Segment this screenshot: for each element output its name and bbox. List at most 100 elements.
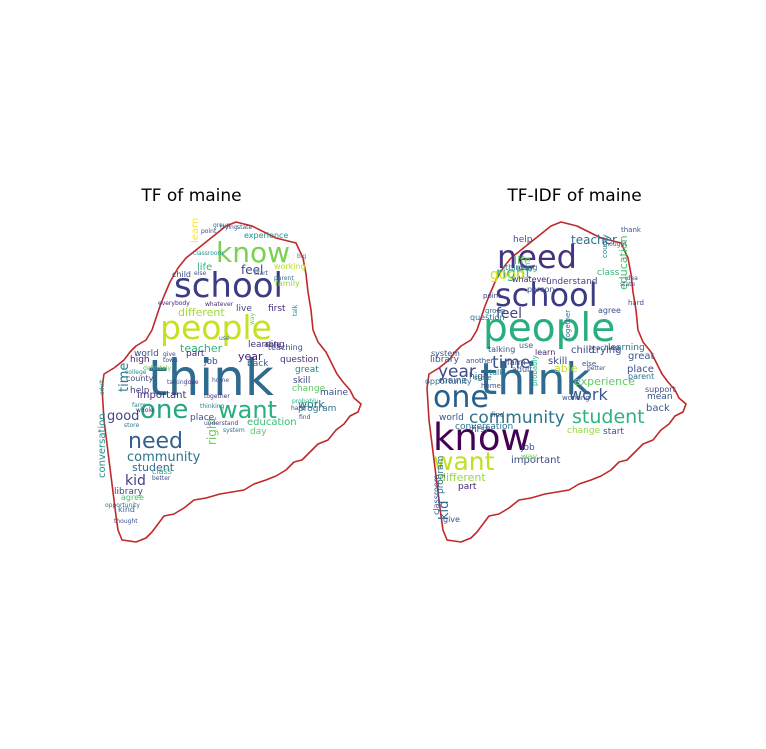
cloud-word: need [497, 238, 577, 276]
cloud-word: another [466, 357, 493, 365]
cloud-word: start [254, 270, 269, 277]
cloud-word: farm [507, 358, 526, 367]
cloud-word: student [572, 406, 645, 428]
cloud-word: trying [592, 345, 621, 356]
cloud-word: understand [546, 277, 598, 287]
cloud-word: working [274, 262, 306, 271]
cloud-word: together [204, 393, 230, 400]
cloud-word: classroom [193, 250, 224, 257]
cloud-word: able [554, 362, 578, 375]
cloud-word: classroom [432, 474, 441, 515]
cloud-word: thought [603, 241, 627, 248]
cloud-word: day [519, 263, 534, 272]
cloud-word: skill [548, 356, 567, 367]
tfidf-panel: TF-IDF of maine think people school need kno… [383, 0, 766, 749]
cloud-word: opportunity [425, 377, 472, 386]
cloud-word: family [275, 279, 300, 288]
cloud-word: library [430, 355, 460, 365]
cloud-word: work [569, 385, 608, 404]
cloud-word: working [562, 394, 590, 402]
cloud-word: people [160, 308, 272, 347]
cloud-word: time [117, 363, 132, 392]
cloud-word: agree [121, 493, 144, 502]
cloud-word: education [247, 417, 297, 428]
cloud-word: learn [190, 218, 201, 243]
cloud-word: world [134, 349, 159, 359]
cloud-word: conversation [97, 413, 108, 478]
cloud-word: day [250, 427, 267, 437]
cloud-word: time [492, 353, 530, 373]
cloud-word: live [236, 304, 252, 314]
cloud-word: agree [598, 306, 621, 315]
cloud-word: give [163, 351, 176, 358]
tfidf-panel-title: TF-IDF of maine [507, 186, 642, 206]
cloud-word: way [521, 452, 537, 461]
cloud-word: town [163, 357, 178, 364]
cloud-word: community [469, 408, 565, 428]
cloud-word: home [481, 382, 501, 390]
cloud-word: maine [320, 388, 348, 398]
cloud-word: teacher [180, 342, 223, 355]
cloud-word: big [297, 253, 306, 260]
cloud-word: store [124, 422, 139, 429]
cloud-word: help [513, 235, 533, 245]
cloud-word: find [491, 411, 504, 419]
tf-panel-title: TF of maine [141, 186, 242, 206]
cloud-word: county [126, 374, 154, 383]
cloud-word: learning [608, 343, 645, 353]
cloud-word: know [433, 416, 531, 459]
cloud-word: store [474, 374, 492, 382]
cloud-word: good [107, 409, 139, 424]
cloud-word: year [238, 350, 263, 363]
cloud-word: parent [628, 372, 654, 381]
cloud-word: whatever [512, 275, 550, 284]
cloud-word: parent [274, 275, 294, 282]
cloud-word: community [127, 450, 201, 465]
cloud-word: thinking [505, 263, 538, 272]
cloud-word: adult [99, 379, 106, 395]
cloud-word: change [567, 426, 601, 436]
cloud-word: important [511, 455, 560, 466]
cloud-word: year [438, 362, 476, 382]
cloud-word: find [299, 414, 311, 421]
cloud-word: back [247, 359, 269, 369]
cloud-word: learning [248, 340, 285, 350]
cloud-word: college [125, 369, 147, 376]
cloud-word: program [298, 404, 336, 414]
cloud-word: one [433, 380, 489, 415]
cloud-word: part [458, 482, 477, 492]
cloud-word: feel [496, 306, 522, 322]
cloud-word: definitely [143, 365, 171, 372]
maine-outline [426, 221, 687, 543]
cloud-word: kind [118, 505, 135, 514]
cloud-word: first [471, 425, 489, 435]
cloud-word: system [431, 349, 460, 358]
cloud-word: better [587, 365, 606, 372]
cloud-word: one [140, 395, 188, 425]
cloud-word: people [483, 306, 615, 351]
cloud-word: talk [489, 368, 504, 377]
cloud-word: thought [114, 518, 138, 525]
cloud-word: world [439, 413, 464, 423]
cloud-word: high [130, 355, 150, 365]
cloud-word: library [114, 487, 144, 497]
cloud-word: high [469, 372, 489, 382]
cloud-word: different [178, 306, 225, 319]
cloud-word: class [597, 268, 620, 278]
cloud-word: help [130, 386, 150, 396]
cloud-word: think [480, 354, 591, 405]
cloud-word: school [174, 266, 283, 306]
cloud-word: way [249, 312, 256, 325]
cloud-word: hard [291, 405, 305, 412]
cloud-word: teacher [571, 233, 617, 247]
cloud-word: know [216, 236, 290, 269]
cloud-word: talking [167, 379, 188, 386]
cloud-word: understand [204, 420, 239, 427]
cloud-word: school [495, 276, 598, 314]
cloud-word: use [219, 335, 230, 342]
cloud-word: group [485, 307, 506, 315]
cloud-word: class [152, 467, 172, 476]
cloud-word: experience [244, 231, 288, 240]
cloud-word: question [280, 355, 319, 365]
